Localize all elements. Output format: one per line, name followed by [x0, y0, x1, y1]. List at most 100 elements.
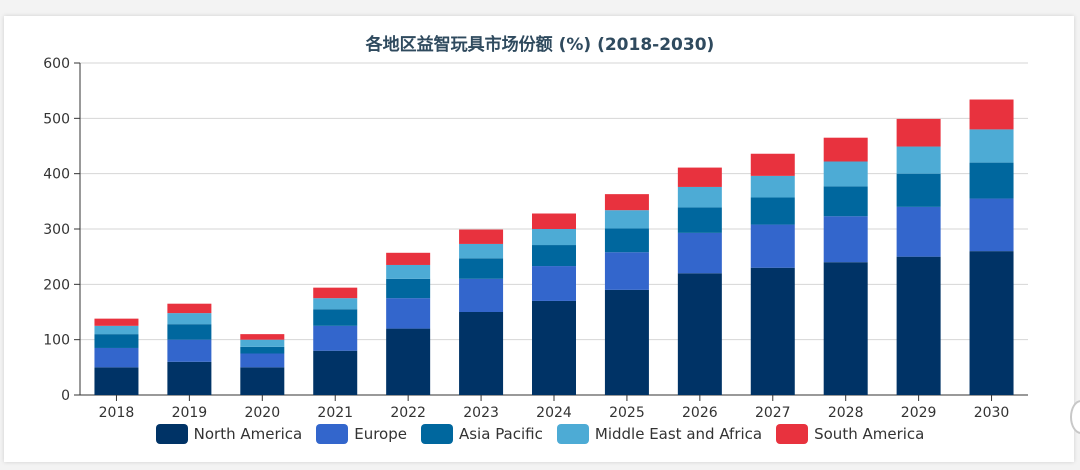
legend-swatch	[155, 424, 188, 444]
bar-north-america	[459, 312, 504, 395]
bar-middle-east-and-africa	[240, 339, 285, 347]
chart-title: 各地区益智玩具市场份额 (%) (2018-2030)	[365, 35, 715, 55]
bar-europe	[677, 232, 722, 274]
legend-label: South America	[814, 425, 925, 443]
bar-middle-east-and-africa	[604, 210, 649, 229]
bar-asia-pacific	[240, 346, 285, 354]
legend: North America Europe Asia Pacific Middle Ea…	[0, 424, 1080, 444]
x-tick-label: 2024	[536, 405, 572, 421]
legend-item[interactable]: Asia Pacific	[420, 424, 543, 444]
bar-north-america	[532, 300, 576, 395]
y-tick-label: 500	[43, 111, 70, 127]
bar-south-america	[459, 229, 504, 244]
legend-label: North America	[193, 425, 303, 443]
bar-north-america	[896, 256, 941, 395]
bar-north-america	[677, 273, 722, 395]
legend-swatch	[776, 424, 809, 444]
legend-swatch	[420, 424, 453, 444]
bar-europe	[386, 298, 431, 329]
bar-asia-pacific	[313, 309, 358, 326]
bar-south-america	[823, 137, 868, 162]
legend-label: Asia Pacific	[458, 425, 543, 443]
bar-north-america	[386, 328, 431, 395]
x-tick-label: 2018	[99, 405, 135, 421]
bar-north-america	[167, 361, 212, 395]
legend-swatch	[316, 424, 349, 444]
bar-south-america	[94, 318, 139, 326]
bar-south-america	[969, 99, 1014, 130]
bar-north-america	[604, 289, 649, 395]
bar-asia-pacific	[604, 228, 649, 253]
bar-europe	[604, 252, 649, 290]
bar-south-america	[896, 118, 941, 147]
y-tick-label: 400	[43, 167, 70, 183]
bar-south-america	[386, 252, 431, 265]
bar-middle-east-and-africa	[167, 313, 212, 325]
bar-europe	[823, 216, 868, 263]
legend-label: Europe	[354, 425, 407, 443]
x-tick-label: 2023	[463, 405, 499, 421]
bar-europe	[94, 347, 139, 368]
x-tick-label: 2029	[901, 405, 937, 421]
x-tick-label: 2022	[390, 405, 426, 421]
bar-asia-pacific	[750, 197, 795, 225]
x-tick-label: 2025	[609, 405, 645, 421]
bar-asia-pacific	[969, 162, 1014, 199]
bar-north-america	[750, 267, 795, 395]
bar-middle-east-and-africa	[896, 146, 941, 174]
bar-north-america	[313, 350, 358, 395]
bar-asia-pacific	[386, 278, 431, 299]
bar-south-america	[604, 194, 649, 211]
bar-asia-pacific	[677, 207, 722, 233]
bar-middle-east-and-africa	[750, 175, 795, 198]
bar-europe	[313, 325, 358, 351]
y-tick-label: 200	[43, 277, 70, 293]
x-tick-label: 2027	[755, 405, 791, 421]
x-tick-label: 2021	[317, 405, 353, 421]
bar-middle-east-and-africa	[459, 243, 504, 259]
legend-label: Middle East and Africa	[594, 425, 763, 443]
bar-asia-pacific	[532, 245, 576, 267]
legend-swatch	[556, 424, 589, 444]
y-tick-label: 100	[43, 333, 70, 349]
bar-asia-pacific	[167, 324, 212, 340]
bar-europe	[532, 266, 576, 301]
legend-item[interactable]: Europe	[316, 424, 407, 444]
bar-middle-east-and-africa	[532, 229, 576, 246]
x-tick-label: 2026	[682, 405, 718, 421]
y-tick-label: 600	[43, 56, 70, 72]
legend-item[interactable]: South America	[776, 424, 924, 444]
bar-north-america	[94, 367, 139, 395]
bar-asia-pacific	[459, 258, 504, 279]
bar-europe	[240, 353, 285, 368]
bar-south-america	[532, 213, 576, 229]
bar-asia-pacific	[896, 173, 941, 207]
bar-south-america	[167, 303, 212, 314]
bar-asia-pacific	[823, 186, 868, 217]
bar-asia-pacific	[94, 334, 139, 348]
bar-north-america	[823, 262, 868, 395]
legend-item[interactable]: North America	[155, 424, 303, 444]
x-tick-label: 2019	[172, 405, 208, 421]
bar-middle-east-and-africa	[386, 264, 431, 279]
x-tick-label: 2020	[244, 405, 280, 421]
bar-europe	[750, 224, 795, 268]
x-tick-label: 2028	[828, 405, 864, 421]
bar-middle-east-and-africa	[677, 186, 722, 208]
bar-middle-east-and-africa	[94, 325, 139, 335]
y-tick-label: 0	[61, 388, 70, 404]
bar-middle-east-and-africa	[823, 161, 868, 187]
bar-middle-east-and-africa	[969, 129, 1014, 163]
bar-south-america	[677, 167, 722, 187]
bar-europe	[167, 339, 212, 362]
x-tick-label: 2030	[974, 405, 1010, 421]
bar-south-america	[313, 287, 358, 299]
bar-north-america	[969, 251, 1014, 395]
legend-item[interactable]: Middle East and Africa	[556, 424, 763, 444]
bar-europe	[459, 278, 504, 312]
bar-south-america	[240, 334, 285, 340]
bar-middle-east-and-africa	[313, 298, 358, 310]
bar-europe	[969, 198, 1014, 252]
y-tick-label: 300	[43, 222, 70, 238]
